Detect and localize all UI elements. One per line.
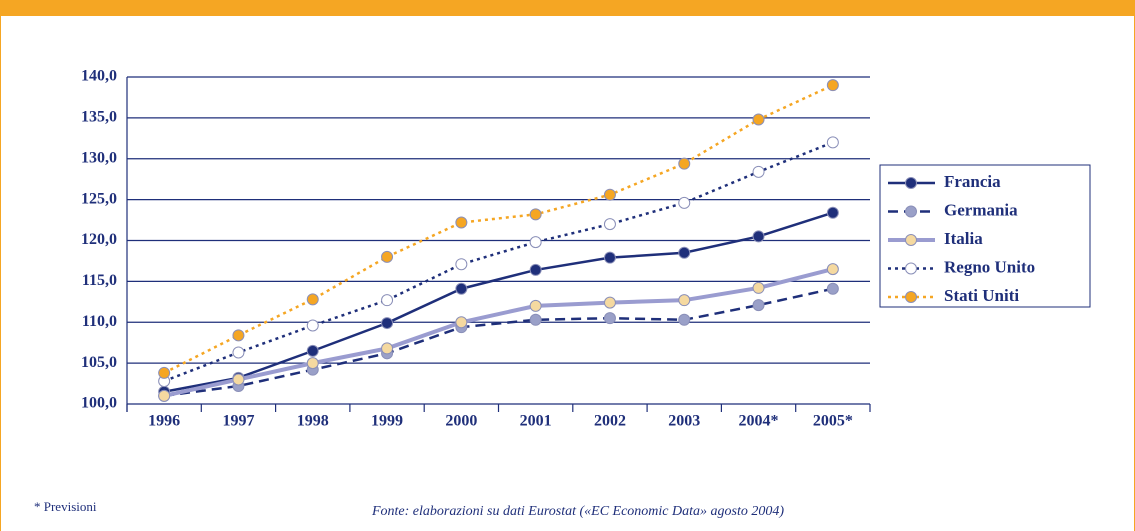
legend-marker: [905, 291, 917, 303]
legend-marker: [905, 234, 917, 246]
data-point: [826, 206, 839, 219]
data-point: [678, 157, 691, 170]
data-point: [678, 196, 691, 209]
y-tick-label: 120,0: [81, 231, 117, 248]
data-point: [752, 299, 765, 312]
data-point: [678, 313, 691, 326]
data-point: [603, 218, 616, 231]
data-point: [232, 329, 245, 342]
x-tick-label: 1998: [297, 413, 329, 430]
series-line: [163, 287, 834, 398]
x-tick-label: 1999: [371, 413, 403, 430]
data-point: [306, 293, 319, 306]
data-point: [529, 299, 542, 312]
source: Fonte: elaborazioni su dati Eurostat («E…: [371, 504, 784, 519]
top-bar: [0, 0, 1135, 16]
footnote: * Previsioni: [34, 499, 97, 514]
series-line: [163, 84, 834, 375]
data-point: [603, 188, 616, 201]
data-point: [752, 113, 765, 126]
y-tick-label: 110,0: [82, 313, 117, 330]
data-point: [678, 246, 691, 259]
data-point: [529, 313, 542, 326]
data-point: [455, 316, 468, 329]
y-tick-label: 100,0: [81, 395, 117, 412]
x-tick-label: 2003: [668, 413, 700, 430]
y-tick-label: 135,0: [81, 109, 117, 126]
data-point: [752, 281, 765, 294]
data-point: [306, 357, 319, 370]
data-point: [826, 282, 839, 295]
legend-marker: [905, 205, 917, 218]
y-tick-label: 125,0: [81, 190, 117, 207]
legend-marker: [905, 262, 917, 275]
legend-label: Stati Uniti: [944, 286, 1019, 305]
series-line: [163, 141, 834, 383]
data-point: [752, 165, 765, 178]
data-point: [455, 216, 468, 229]
data-point: [306, 319, 319, 332]
data-point: [529, 263, 542, 276]
data-point: [529, 236, 542, 249]
data-point: [158, 389, 171, 402]
data-point: [232, 373, 245, 386]
data-point: [381, 294, 394, 307]
data-point: [826, 136, 839, 149]
data-point: [678, 294, 691, 307]
x-tick-label: 1996: [148, 413, 180, 430]
data-point: [455, 282, 468, 295]
data-point: [752, 230, 765, 243]
data-point: [381, 317, 394, 330]
y-tick-label: 105,0: [81, 354, 117, 371]
legend-label: Germania: [944, 200, 1018, 219]
data-point: [158, 366, 171, 379]
data-point: [306, 344, 319, 357]
legend-label: Italia: [944, 229, 983, 248]
y-tick-label: 130,0: [81, 149, 117, 166]
data-point: [603, 312, 616, 325]
legend-marker: [905, 177, 917, 189]
data-point: [826, 263, 839, 276]
data-point: [603, 251, 616, 264]
data-point: [232, 346, 245, 359]
data-point: [826, 79, 839, 92]
legend-label: Regno Unito: [944, 257, 1035, 276]
data-point: [529, 208, 542, 221]
data-point: [381, 250, 394, 263]
series-line: [163, 211, 834, 393]
x-tick-label: 1997: [222, 413, 254, 430]
data-point: [381, 342, 394, 355]
x-tick-label: 2000: [445, 413, 477, 430]
series-line: [163, 267, 834, 398]
y-tick-label: 115,0: [82, 272, 117, 289]
data-point: [603, 296, 616, 309]
legend-label: Francia: [944, 172, 1001, 191]
y-tick-label: 140,0: [81, 68, 117, 85]
data-point: [455, 258, 468, 271]
x-tick-label: 2001: [520, 413, 552, 430]
x-tick-label: 2004*: [739, 413, 779, 430]
x-tick-label: 2002: [594, 413, 626, 430]
x-tick-label: 2005*: [813, 413, 853, 430]
